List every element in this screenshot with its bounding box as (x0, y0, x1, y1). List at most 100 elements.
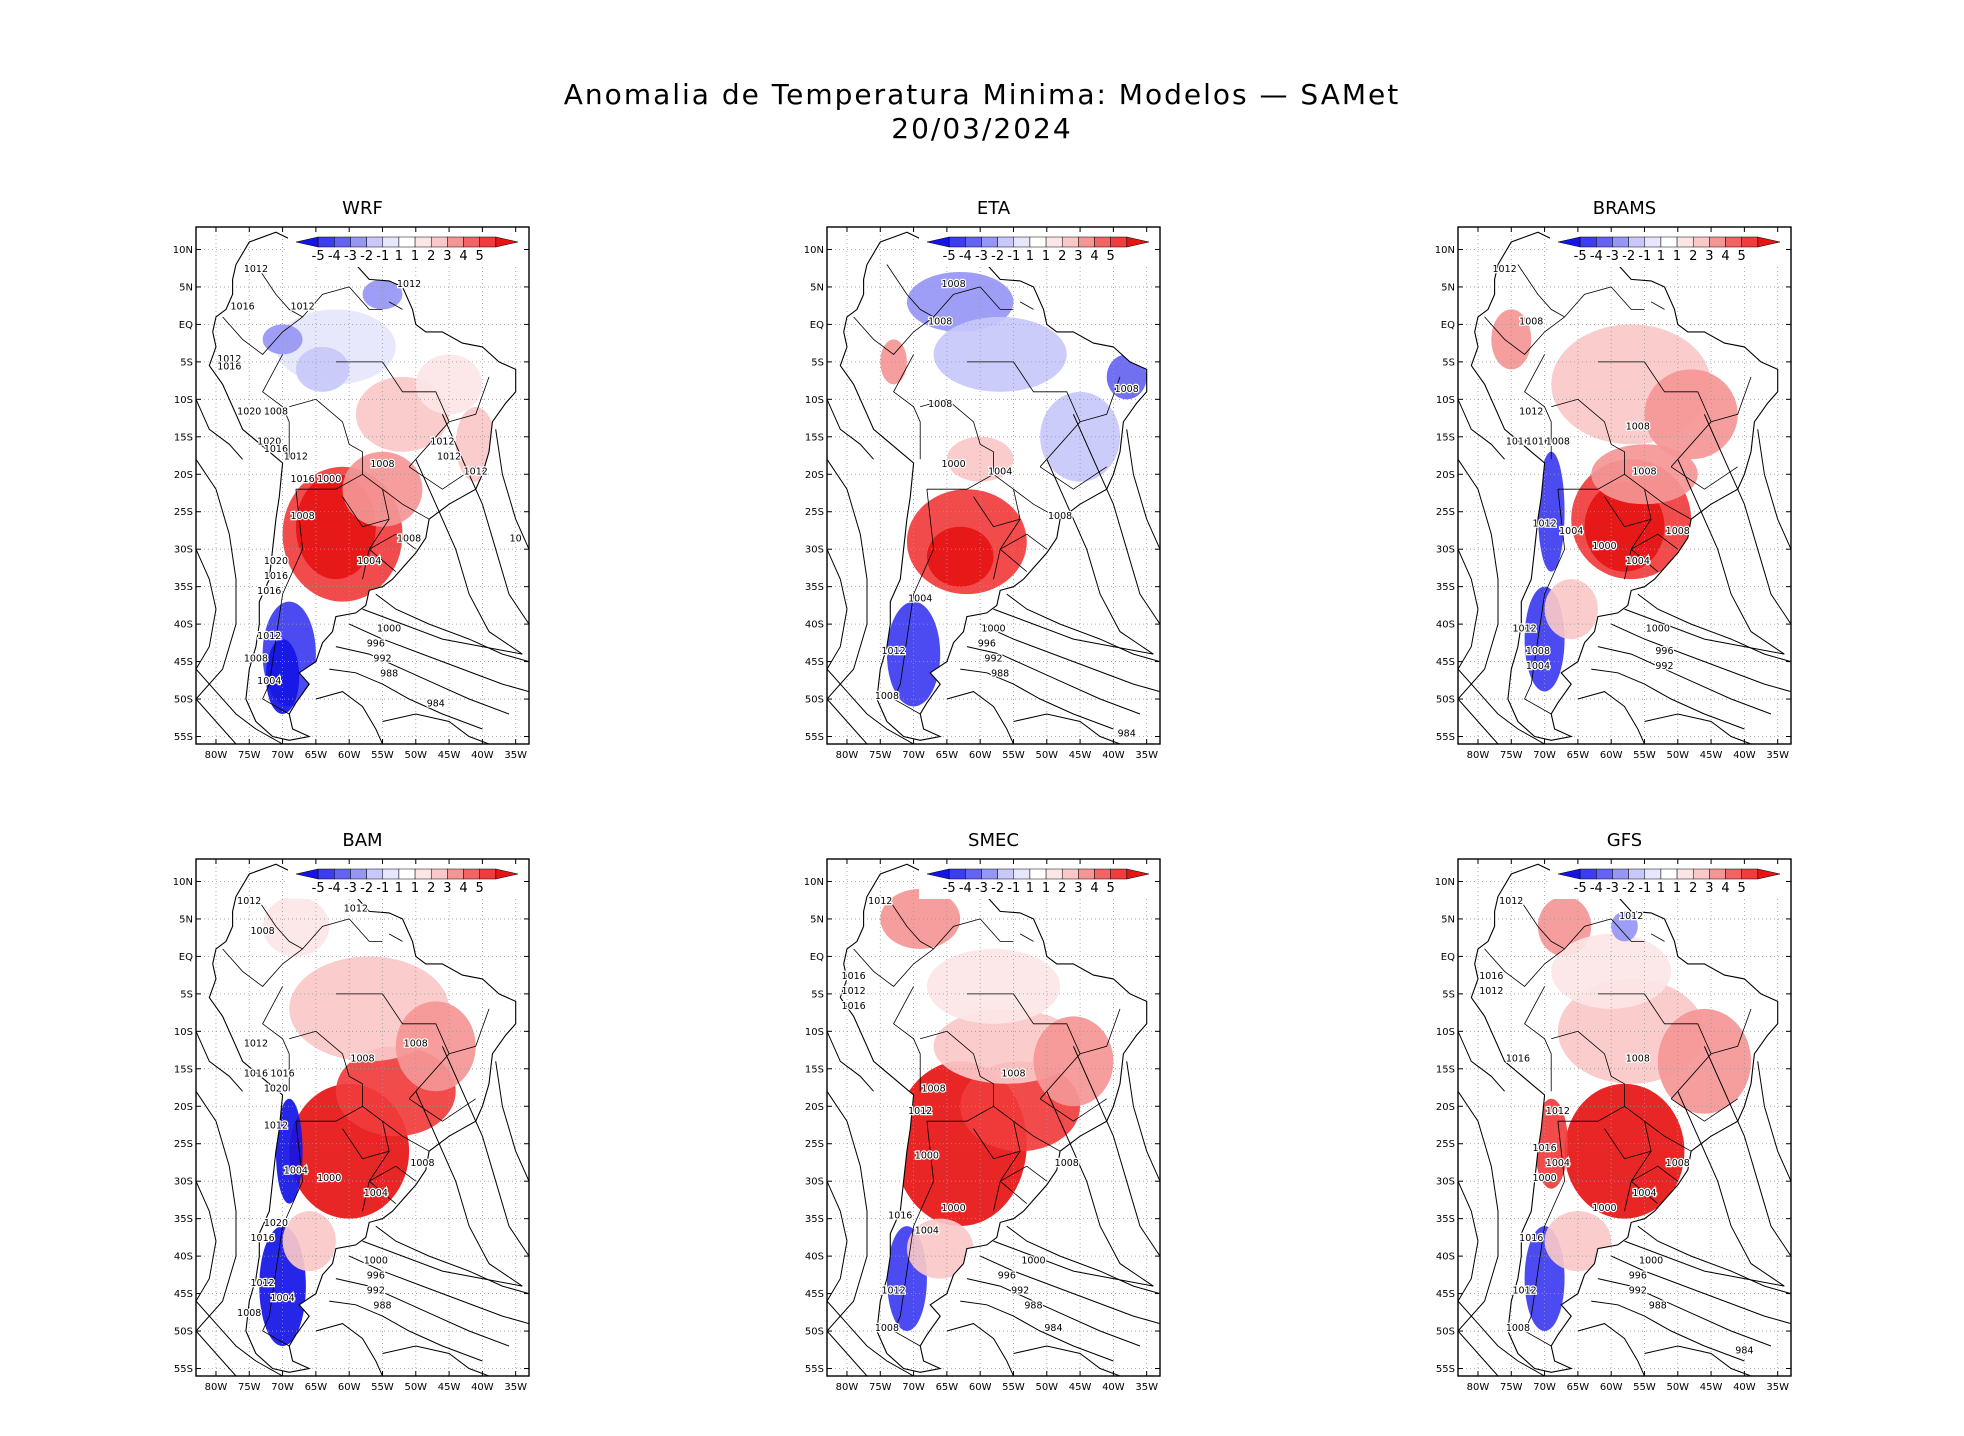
country-border (1597, 361, 1712, 468)
colorbar-swatch (1612, 236, 1629, 248)
colorbar: -5 -4 -3 -2 -1 1 1 2 3 4 5 (1550, 233, 1788, 267)
panel-title: BAM (342, 830, 382, 851)
isobar-label: 1000 (317, 1173, 341, 1184)
colorbar-label: 2 (1689, 881, 1697, 896)
colorbar-swatch (350, 236, 367, 248)
isobar-label: 1000 (941, 1203, 965, 1214)
country-border (348, 286, 383, 310)
map-frame (826, 858, 1161, 1377)
isobar-label: 1004 (908, 594, 932, 605)
colorbar-swatch (1725, 868, 1742, 880)
isobar-line (415, 459, 523, 655)
lat-label: 5S (811, 989, 824, 1000)
colorbar-swatch (479, 868, 497, 880)
isobar-label: 992 (984, 654, 1002, 665)
colorbar-label: -3 (344, 881, 357, 896)
coastline (1470, 863, 1779, 1373)
lat-label: 10N (1435, 877, 1455, 888)
isobar-label: 1008 (370, 459, 394, 470)
lat-label: 35S (1436, 1214, 1455, 1225)
lat-label: 5N (1441, 282, 1455, 293)
colorbar-swatch (1692, 236, 1710, 248)
isobar-label: 1004 (357, 556, 381, 567)
isobar-label: 988 (380, 669, 398, 680)
isobar-line (827, 399, 874, 460)
lon-label: 60W (969, 1382, 992, 1393)
lon-label: 60W (969, 750, 992, 761)
lat-label: 40S (805, 620, 824, 631)
lat-label: 15S (1436, 1064, 1455, 1075)
colorbar-label: -3 (1606, 881, 1619, 896)
isobar-label: 1012 (882, 646, 906, 657)
colorbar-swatch (1126, 868, 1150, 880)
isobar-line (335, 646, 510, 715)
lat-label: 5N (179, 282, 193, 293)
isobar-line (1644, 1345, 1752, 1376)
isobar-line (993, 608, 1154, 655)
lat-label: 30S (174, 545, 193, 556)
isobar-label: 992 (1629, 1286, 1647, 1297)
isobar-label: 1020 (264, 1083, 288, 1094)
colorbar-label: 3 (1074, 881, 1082, 896)
colorbar-label: 5 (1738, 249, 1746, 264)
lat-label: 20S (1436, 470, 1455, 481)
country-border (1019, 301, 1034, 310)
colorbar-label: -3 (975, 881, 988, 896)
lon-label: 45W (1700, 750, 1723, 761)
lat-label: 5N (179, 914, 193, 925)
isobar-label: 1012 (244, 264, 268, 275)
country-border (369, 533, 417, 550)
isobar-line (1458, 1180, 1479, 1302)
colorbar-swatch (463, 868, 480, 880)
isobar-label: 1008 (290, 511, 314, 522)
anomaly-blob (1564, 1083, 1685, 1219)
country-border (302, 918, 350, 950)
isobar-label: 1008 (1055, 1158, 1079, 1169)
colorbar-label: 4 (1721, 881, 1729, 896)
country-border (262, 1121, 304, 1347)
coastline (1470, 231, 1779, 741)
isobar-label: 1012 (842, 986, 866, 997)
isobar-label: 1004 (1559, 526, 1583, 537)
isobar-line (827, 668, 914, 744)
map-frame (1457, 858, 1792, 1377)
colorbar-label: 4 (1721, 249, 1729, 264)
country-border (408, 466, 476, 490)
isobar-label: 1008 (1626, 421, 1650, 432)
colorbar-swatch (1709, 868, 1726, 880)
colorbar-swatch (1013, 868, 1031, 880)
isobar-line (1458, 548, 1479, 670)
isobar-label: 1012 (290, 301, 314, 312)
country-border (1524, 489, 1566, 715)
isobar-line (196, 1300, 283, 1376)
isobar-label: 1008 (237, 1308, 261, 1319)
isobar-line (1677, 459, 1785, 655)
isobar-label: 1016 (1479, 971, 1503, 982)
anomaly-blob (1537, 451, 1565, 572)
colorbar-label: 2 (1058, 881, 1066, 896)
panel-title: SMEC (968, 830, 1019, 851)
colorbar-swatch (1061, 868, 1079, 880)
lon-label: 50W (1666, 1382, 1689, 1393)
lon-label: 35W (504, 1382, 527, 1393)
colorbar-label: -4 (328, 249, 341, 264)
colorbar-label: 3 (1705, 249, 1713, 264)
lon-label: 55W (1002, 750, 1025, 761)
isobar-line (1677, 1091, 1785, 1287)
lat-label: 35S (805, 582, 824, 593)
isobar-label: 1012 (244, 1038, 268, 1049)
lat-label: 45S (174, 1289, 193, 1300)
isobar-line (335, 1278, 510, 1347)
isobar-line (1644, 713, 1752, 744)
lon-label: 70W (271, 750, 294, 761)
isobar-line (827, 459, 868, 700)
lat-label: 45S (174, 657, 193, 668)
colorbar-label: -5 (312, 249, 325, 264)
isobar-label: 996 (998, 1271, 1016, 1282)
colorbar: -5 -4 -3 -2 -1 1 1 2 3 4 5 (288, 865, 526, 899)
country-border (362, 549, 370, 580)
colorbar-swatch (1725, 236, 1742, 248)
isobar-label: 1008 (410, 1158, 434, 1169)
country-border (853, 264, 935, 355)
isobar-label: 1012 (1546, 1106, 1570, 1117)
